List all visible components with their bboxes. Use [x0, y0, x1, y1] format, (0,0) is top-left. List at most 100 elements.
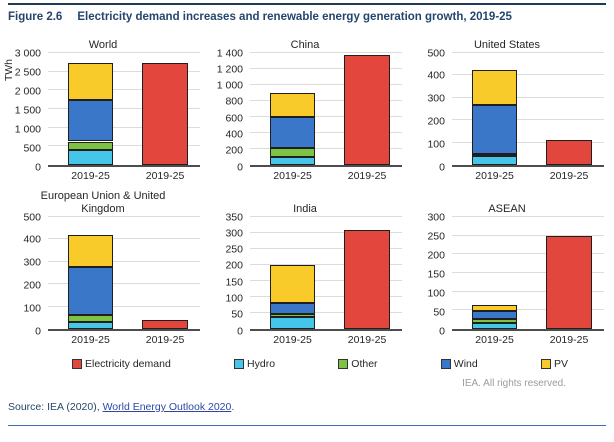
- bar-segment-pv: [471, 69, 518, 105]
- gridline: [452, 253, 604, 255]
- y-tick-label: 0: [35, 160, 41, 173]
- chart-united-states: United States 0 100 200 300 400 500 2019-25 2019…: [406, 25, 608, 184]
- chart-china: China 0 200 400 600 800 1 000 1 200 1 400 2019-25…: [204, 25, 406, 184]
- y-tick-label: 1 000: [14, 122, 41, 135]
- chart-title: China: [204, 25, 406, 53]
- y-axis: 0 100 200 300 400 500: [2, 212, 48, 336]
- gridline: [452, 96, 604, 98]
- y-tick-label: 1 000: [216, 79, 243, 92]
- bar-segment-other: [471, 319, 518, 324]
- chart-india: India 0 50 100 150 200 250 300 350 2019-25 2019-25: [204, 189, 406, 348]
- x-tick-label: 2019-25: [145, 334, 185, 346]
- y-tick-label: 1 400: [216, 46, 243, 59]
- plot-area: [48, 216, 200, 331]
- gridline: [452, 141, 604, 143]
- gridline: [452, 119, 604, 121]
- legend-marker-hydro: [234, 359, 245, 369]
- y-tick-label: 1 200: [216, 63, 243, 76]
- bar-segment-other: [471, 153, 518, 157]
- bar-segment-wind: [269, 117, 316, 149]
- charts-grid: World TWh 0 500 1 000 1 500 2 000 2 500 3 000 201…: [0, 25, 614, 348]
- legend-item-hydro: Hydro: [234, 358, 275, 370]
- bar-segment-electricity-demand: [142, 63, 188, 165]
- gridline: [250, 248, 402, 249]
- bar-segment-pv: [269, 93, 316, 117]
- y-tick-label: 0: [439, 160, 445, 173]
- gridline: [250, 148, 402, 149]
- y-tick-label: 200: [427, 115, 445, 128]
- chart-title: United States: [406, 25, 608, 53]
- y-tick-label: 100: [225, 292, 243, 305]
- y-tick-label: 2 500: [14, 65, 41, 78]
- y-tick-label: 3 000: [14, 46, 41, 59]
- bar-segment-other: [67, 141, 114, 151]
- y-tick-label: 600: [225, 111, 243, 124]
- y-tick-label: 2 000: [14, 84, 41, 97]
- source-prefix: Source: IEA (2020),: [8, 401, 103, 413]
- y-tick-label: 300: [23, 256, 41, 269]
- x-tick-label: 2019-25: [71, 334, 110, 346]
- chart-asean: ASEAN 0 50 100 150 200 250 300 2019-25 2019-25: [406, 189, 608, 348]
- gridline: [250, 68, 402, 69]
- gridline: [250, 52, 402, 53]
- legend-label: Hydro: [247, 358, 276, 370]
- figure-label: Figure 2.6: [8, 11, 63, 23]
- y-tick-label: 150: [427, 267, 445, 280]
- y-tick-label: 200: [225, 259, 243, 272]
- bar-segment-electricity-demand: [344, 229, 390, 329]
- y-tick-label: 500: [427, 46, 445, 59]
- gridline: [48, 283, 200, 285]
- bar-segment-hydro: [269, 157, 316, 165]
- gridline: [48, 126, 200, 128]
- bar-segment-wind: [471, 311, 518, 320]
- bar-segment-pv: [67, 235, 114, 267]
- y-tick-label: 250: [427, 229, 445, 242]
- y-tick-label: 300: [225, 227, 243, 240]
- chart-title: European Union & United Kingdom: [2, 189, 204, 217]
- bar-segment-pv: [269, 265, 316, 304]
- y-tick-label: 500: [23, 210, 41, 223]
- figure-header: Figure 2.6 Electricity demand increases a…: [8, 11, 606, 23]
- x-tick-label: 2019-25: [475, 334, 514, 346]
- chart-body: 0 200 400 600 800 1 000 1 200 1 400: [204, 48, 406, 172]
- y-axis: 0 200 400 600 800 1 000 1 200 1 400: [204, 48, 250, 172]
- plot-area: [250, 216, 402, 331]
- gridline: [250, 312, 402, 313]
- source-link[interactable]: World Energy Outlook 2020: [102, 401, 232, 413]
- gridline: [250, 116, 402, 117]
- y-tick-label: 50: [433, 305, 445, 318]
- y-tick-label: 400: [225, 128, 243, 141]
- y-tick-label: 200: [225, 144, 243, 157]
- gridline: [48, 89, 200, 91]
- bar-segment-wind: [67, 266, 114, 315]
- gridline: [250, 132, 402, 133]
- chart-title: World: [2, 25, 204, 53]
- y-tick-label: 400: [23, 233, 41, 246]
- gridline: [452, 290, 604, 292]
- gridline: [48, 108, 200, 109]
- gridline: [250, 296, 402, 297]
- bar-segment-electricity-demand: [546, 140, 592, 165]
- chart-body: 0 100 200 300 400 500: [406, 48, 608, 172]
- x-axis-labels: 2019-25 2019-25: [452, 169, 604, 184]
- bar-segment-electricity-demand: [142, 320, 188, 329]
- bar-segment-hydro: [471, 323, 518, 329]
- x-axis-labels: 2019-25 2019-25: [48, 333, 200, 348]
- x-tick-label: 2019-25: [71, 170, 110, 182]
- x-axis-labels: 2019-25 2019-25: [250, 169, 402, 184]
- x-axis-labels: 2019-25 2019-25: [452, 333, 604, 348]
- gridline: [48, 70, 200, 72]
- chart-european-union-united-kingdom: European Union & United Kingdom 0 100 200 30…: [2, 189, 204, 348]
- legend-label: Wind: [453, 358, 478, 370]
- gridline: [452, 234, 604, 236]
- y-tick-label: 100: [23, 301, 41, 314]
- y-tick-label: 800: [225, 95, 243, 108]
- bar-segment-hydro: [471, 156, 518, 165]
- gridline: [48, 260, 200, 262]
- bar-segment-hydro: [269, 317, 316, 329]
- legend-label: PV: [553, 358, 568, 370]
- bar-segment-hydro: [67, 150, 114, 165]
- gridline: [452, 309, 604, 311]
- y-tick-label: 350: [225, 210, 243, 223]
- y-tick-label: 0: [439, 324, 445, 337]
